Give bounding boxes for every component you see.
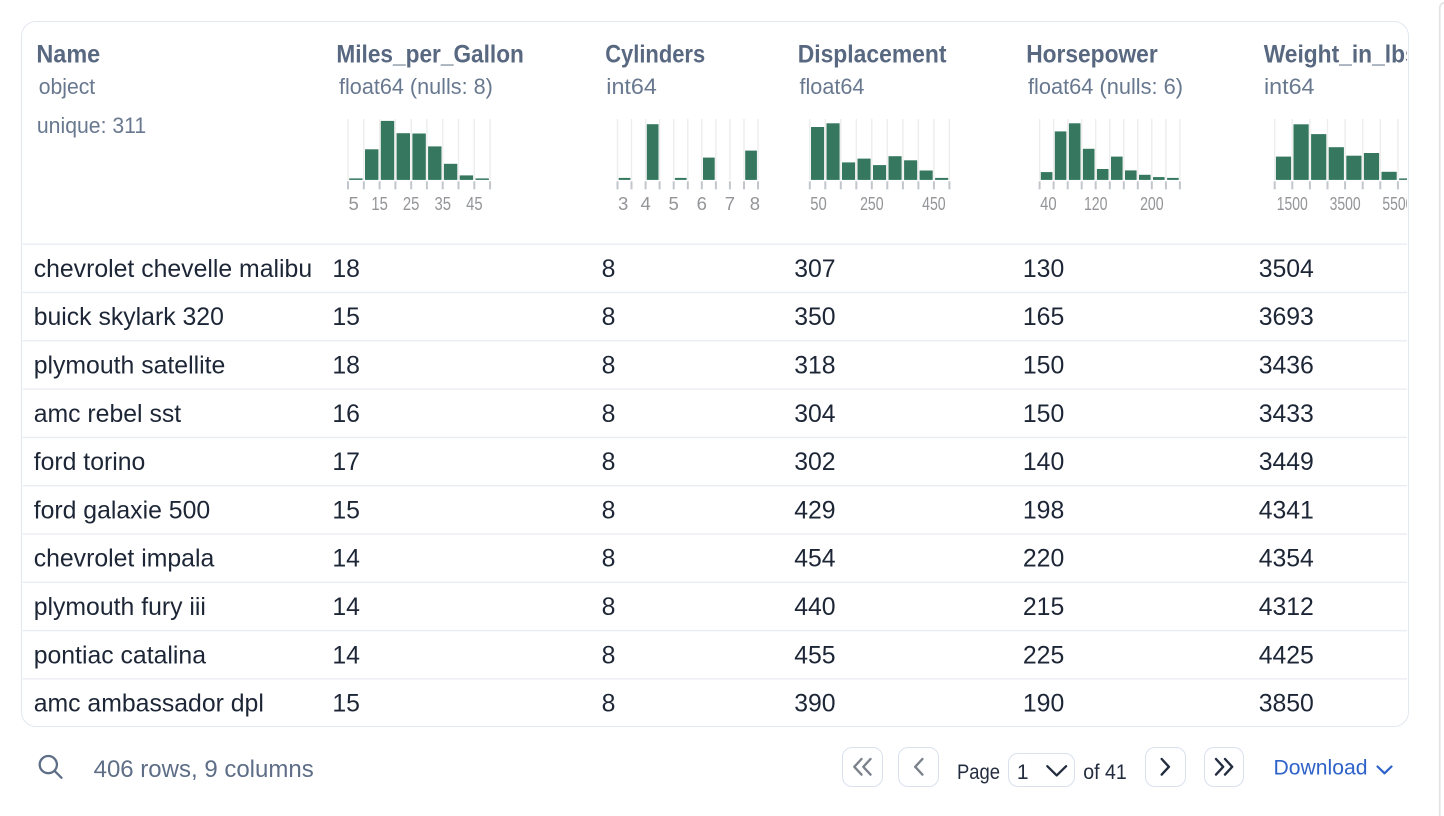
svg-text:3: 3 [618,193,628,214]
svg-text:8: 8 [602,546,616,573]
svg-text:4354: 4354 [1259,546,1314,573]
svg-text:3500: 3500 [1330,193,1361,214]
svg-text:8: 8 [602,497,616,524]
svg-text:7: 7 [725,193,735,214]
svg-text:40: 40 [1040,193,1057,214]
svg-text:chevrolet impala: chevrolet impala [34,546,215,573]
svg-text:15: 15 [332,304,360,331]
svg-text:3504: 3504 [1259,256,1314,283]
svg-text:float64 (nulls: 6): float64 (nulls: 6) [1028,74,1183,99]
svg-text:1: 1 [1017,761,1029,784]
svg-text:8: 8 [602,401,616,428]
svg-text:200: 200 [1140,193,1164,214]
svg-text:6: 6 [697,193,707,214]
svg-text:454: 454 [794,546,836,573]
svg-text:Weight_in_lbs: Weight_in_lbs [1264,42,1418,69]
svg-text:5: 5 [669,193,679,214]
svg-text:8: 8 [602,449,616,476]
svg-text:450: 450 [922,193,946,214]
svg-text:3449: 3449 [1259,449,1314,476]
svg-text:ford galaxie 500: ford galaxie 500 [34,497,210,524]
svg-text:15: 15 [332,691,360,718]
svg-text:140: 140 [1023,449,1064,476]
svg-text:250: 250 [860,193,884,214]
svg-text:int64: int64 [1264,74,1315,99]
svg-text:amc ambassador dpl: amc ambassador dpl [34,691,264,718]
svg-text:8: 8 [602,594,616,621]
svg-text:5: 5 [349,193,359,214]
svg-text:float64: float64 [800,74,865,99]
svg-text:215: 215 [1023,594,1064,621]
svg-text:18: 18 [332,353,360,380]
svg-text:390: 390 [794,691,835,718]
svg-text:17: 17 [332,449,360,476]
svg-text:190: 190 [1023,691,1064,718]
svg-text:3433: 3433 [1259,401,1314,428]
svg-text:ford torino: ford torino [34,449,146,476]
svg-text:165: 165 [1023,304,1064,331]
svg-text:455: 455 [794,642,835,669]
svg-text:4: 4 [640,193,650,214]
svg-text:buick skylark 320: buick skylark 320 [34,304,224,331]
svg-text:307: 307 [794,256,835,283]
svg-text:unique: 311: unique: 311 [37,113,146,138]
svg-text:8: 8 [602,353,616,380]
svg-text:Displacement: Displacement [798,42,947,69]
svg-text:318: 318 [794,353,835,380]
svg-text:14: 14 [332,642,360,669]
svg-text:440: 440 [794,594,835,621]
svg-text:350: 350 [794,304,835,331]
svg-text:8: 8 [602,691,616,718]
svg-text:3436: 3436 [1259,353,1314,380]
svg-text:8: 8 [602,256,616,283]
svg-text:3693: 3693 [1259,304,1314,331]
svg-text:304: 304 [794,401,836,428]
svg-text:plymouth satellite: plymouth satellite [34,353,226,380]
svg-text:3850: 3850 [1259,691,1314,718]
svg-text:150: 150 [1023,353,1064,380]
svg-text:4341: 4341 [1259,497,1314,524]
svg-text:429: 429 [794,497,835,524]
svg-text:8: 8 [602,642,616,669]
svg-text:150: 150 [1023,401,1064,428]
svg-text:plymouth fury iii: plymouth fury iii [34,594,206,621]
svg-text:amc rebel sst: amc rebel sst [34,401,182,428]
svg-text:int64: int64 [606,74,657,99]
svg-text:4312: 4312 [1259,594,1314,621]
svg-text:float64 (nulls: 8): float64 (nulls: 8) [339,74,493,99]
svg-text:14: 14 [332,594,360,621]
svg-text:45: 45 [466,193,483,214]
svg-text:pontiac catalina: pontiac catalina [34,642,207,669]
svg-text:50: 50 [810,193,827,214]
svg-text:8: 8 [750,193,760,214]
svg-text:Miles_per_Gallon: Miles_per_Gallon [336,42,524,69]
svg-text:25: 25 [403,193,420,214]
svg-text:14: 14 [332,546,360,573]
svg-text:1500: 1500 [1277,193,1308,214]
svg-text:15: 15 [371,193,388,214]
svg-text:Cylinders: Cylinders [605,42,705,69]
svg-text:chevrolet chevelle malibu: chevrolet chevelle malibu [34,256,312,283]
svg-text:Horsepower: Horsepower [1026,42,1158,69]
svg-text:302: 302 [794,449,835,476]
svg-text:Name: Name [36,42,100,69]
svg-text:Download: Download [1274,755,1368,779]
svg-text:18: 18 [332,256,360,283]
svg-text:225: 225 [1023,642,1064,669]
svg-text:130: 130 [1023,256,1064,283]
svg-text:4425: 4425 [1259,642,1314,669]
svg-text:Page: Page [957,761,1000,784]
svg-text:5500: 5500 [1382,193,1413,214]
svg-text:406 rows, 9 columns: 406 rows, 9 columns [94,756,314,783]
svg-text:198: 198 [1023,497,1064,524]
svg-text:120: 120 [1084,193,1108,214]
svg-text:15: 15 [332,497,360,524]
svg-text:16: 16 [332,401,360,428]
svg-text:220: 220 [1023,546,1064,573]
svg-text:8: 8 [602,304,616,331]
svg-text:of 41: of 41 [1083,761,1127,784]
svg-text:35: 35 [434,193,451,214]
svg-text:object: object [39,74,96,99]
